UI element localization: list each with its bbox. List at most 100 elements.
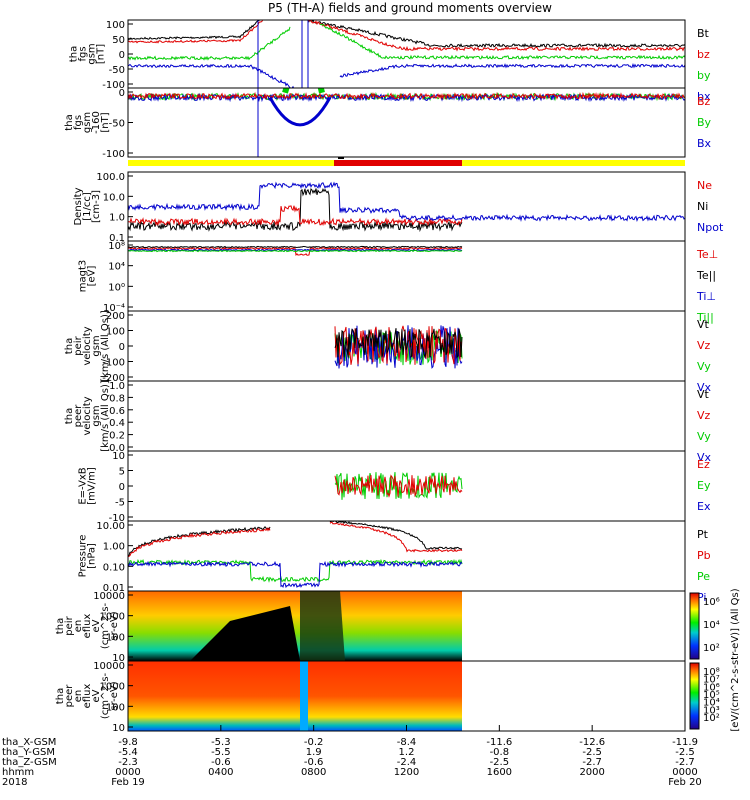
y-tick-label: -10 (109, 513, 125, 524)
panel-data-density (128, 181, 685, 233)
x-row-value: -11.9 (672, 737, 698, 748)
trace-bx-2 (339, 63, 685, 78)
y-tick-label: -100 (102, 358, 125, 369)
trace-te (128, 246, 463, 256)
x-row-value: -2.5 (582, 747, 602, 758)
panel-peirspec: 10000 1000 100 10 thapeirenefluxeV(cm^2-s-sr… (55, 590, 686, 664)
x-row-value: Feb 20 (668, 777, 702, 788)
panel-peervel: 1.00.80.60.40.20.0thapeervelocitygsm[km/… (64, 380, 712, 464)
y-label-line: [cm-3] (91, 190, 102, 223)
x-row-value: 0000 (672, 767, 697, 778)
colorbar-tick-label: 10² (703, 713, 720, 724)
x-row-label: tha_X-GSM (2, 737, 56, 748)
mode-bar (128, 157, 685, 166)
y-label-line: tha (64, 408, 75, 424)
colorbar-tick-label: 10⁷ (703, 675, 720, 686)
y-tick-label: 0.01 (103, 583, 125, 594)
legend-ni: Ni (697, 200, 708, 213)
trace-bz (128, 91, 685, 101)
trace-pt (128, 525, 271, 557)
x-row-value: 2000 (579, 767, 604, 778)
x-row-value: 1200 (394, 767, 419, 778)
legend-bz: bz (697, 48, 710, 61)
trace-pb-2 (329, 521, 463, 553)
y-tick-label: 10⁴ (108, 262, 125, 273)
x-row-value: -5.4 (118, 747, 138, 758)
x-row-value: -5.3 (211, 737, 231, 748)
y-label-line: Density (73, 187, 84, 225)
panel-data-peerspec (128, 661, 462, 731)
y-label-line: velocity (82, 396, 93, 435)
y-label-line: [km/s (All Qs)] (100, 380, 111, 452)
legend-vy: Vy (697, 430, 711, 443)
y-label-line: gsm (87, 43, 98, 64)
panel-data-temp (128, 245, 463, 256)
mode-bar-marker (338, 157, 344, 159)
colorbar-tick-label: 10⁴ (703, 620, 720, 631)
trace-ez (334, 474, 463, 498)
y-tick-label: 100 (106, 702, 125, 713)
y-label-line: fgs (73, 115, 84, 130)
legend-pe: Pe (697, 570, 710, 583)
y-label-line: eV (91, 689, 102, 702)
y-tick-label: 10 (112, 723, 125, 734)
panel-efield: 10 5 0 -5 -10 E=-VxB[mV/m] Ez Ey Ex (78, 450, 711, 524)
trace-tell (128, 245, 463, 249)
legend-vx: Vx (697, 381, 712, 394)
y-label-line: sr-eV) (109, 681, 120, 710)
panel-data-peirspec (128, 591, 462, 661)
trace-bt-2 (307, 20, 685, 49)
peak-by (282, 88, 325, 94)
y-tick-label: 1.00 (103, 542, 125, 553)
legend-ez: Ez (697, 458, 710, 471)
trace-pe (128, 558, 463, 583)
y-label-line: tha (64, 114, 75, 130)
trace-bx (128, 92, 685, 103)
legend-ne: Ne (697, 179, 712, 192)
y-label-line: [nT] (96, 44, 107, 64)
panel-peerspec: 10000 1000 100 10 thapeerenefluxeV(cm^2-s-sr… (55, 660, 686, 734)
y-label-line: peer (73, 404, 84, 428)
x-row-value: -2.7 (675, 757, 695, 768)
y-label-line: velocity (82, 326, 93, 365)
panel-frame (127, 380, 686, 452)
x-row-value: Feb 19 (111, 777, 145, 788)
y-tick-label: 10000 (93, 591, 125, 602)
y-label-line: (cm^2-s- (100, 602, 111, 649)
y-tick-label: 0 (119, 88, 125, 99)
legend-by: By (697, 116, 712, 129)
y-label-line: en (73, 620, 84, 633)
trace-npot (128, 181, 685, 222)
y-label-line: peir (73, 335, 84, 355)
x-row-value: 0000 (115, 767, 140, 778)
x-row-value: -2.4 (397, 757, 417, 768)
y-label-line: [1/cc] (82, 192, 93, 221)
x-row-value: -2.7 (582, 757, 602, 768)
y-tick-label: 1000 (100, 612, 125, 623)
y-tick-label: 10.00 (96, 521, 125, 532)
legend-pb: Pb (697, 549, 711, 562)
colorbar-tick-label: 10⁸ (703, 667, 720, 678)
y-tick-label: 0.4 (109, 418, 125, 429)
y-label-line: en (73, 690, 84, 703)
trace-bt (128, 20, 260, 41)
spectrogram (128, 661, 462, 731)
panel-frame (127, 171, 686, 242)
panel-data-fgs (128, 20, 685, 88)
y-label-line: peer (64, 684, 75, 708)
y-label-line: [km/s (All Qs)] (100, 310, 111, 382)
y-label-line: Pressure (78, 535, 89, 578)
y-tick-label: -100 (102, 149, 125, 160)
y-tick-label: 10⁰ (108, 282, 125, 293)
y-tick-label: 200 (106, 311, 125, 322)
y-label-line: [nT] (100, 112, 111, 132)
x-row-value: -9.8 (118, 737, 138, 748)
y-tick-label: 0 (119, 342, 125, 353)
y-tick-label: -50 (109, 119, 125, 130)
x-row-value: 1600 (487, 767, 512, 778)
